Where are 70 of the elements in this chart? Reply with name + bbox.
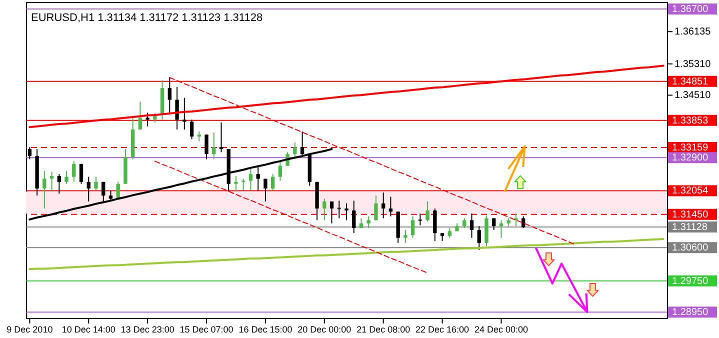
x-tick-label: 20 Dec 00:00 (298, 324, 352, 334)
candlestick (344, 202, 348, 221)
ref-line-label: 1.36700 (672, 4, 709, 16)
candlestick (50, 171, 54, 192)
candlestick (102, 181, 106, 202)
x-tick-label: 13 Dec 23:00 (120, 324, 174, 334)
ref-line-label: 1.32054 (672, 186, 709, 197)
candlestick (86, 176, 90, 202)
candlestick (248, 168, 253, 192)
candlestick (264, 178, 268, 202)
candlestick (366, 216, 370, 229)
candlestick (64, 170, 68, 184)
x-tick-label: 24 Dec 00:00 (474, 324, 528, 334)
candlestick (182, 97, 186, 130)
ref-line-label: 1.32900 (672, 152, 709, 164)
candlestick (79, 163, 84, 184)
x-tick-label: 10 Dec 14:00 (62, 324, 116, 334)
candlestick (256, 166, 260, 192)
ref-line-label: 1.31128 (672, 222, 708, 233)
line-series (28, 238, 664, 270)
candlestick (72, 160, 76, 182)
candlestick (242, 178, 246, 192)
candlestick (278, 161, 282, 182)
candlestick (197, 130, 201, 142)
candlestick (212, 132, 216, 160)
candlestick (470, 213, 474, 238)
ref-line-label: 1.34851 (672, 76, 709, 88)
candlestick (374, 195, 378, 221)
ref-line-label: 1.33853 (672, 115, 709, 126)
candlestick (337, 200, 341, 219)
candlestick (418, 213, 422, 226)
ref-line-label: 1.28950 (672, 307, 709, 318)
candlestick (410, 216, 415, 238)
candlestick (388, 196, 393, 217)
candlestick (94, 176, 98, 192)
candlestick (270, 174, 275, 192)
y-tick-label: 1.34510 (674, 90, 712, 102)
x-tick-label: 15 Dec 07:00 (180, 324, 234, 334)
x-tick-label: 9 Dec 2010 (6, 324, 53, 334)
x-tick-label: 16 Dec 15:00 (238, 324, 292, 334)
candlestick (322, 198, 326, 221)
candlestick (293, 142, 297, 160)
candlestick (138, 101, 142, 130)
candlestick (426, 200, 430, 222)
ref-line-label: 1.31450 (672, 209, 709, 220)
ref-line-label: 1.33159 (672, 142, 709, 154)
candlestick (204, 134, 208, 160)
candlestick (352, 200, 356, 234)
candlestick (448, 228, 452, 238)
candlestick (404, 230, 408, 244)
ref-line-label: 1.30600 (672, 242, 709, 254)
candlestick (462, 218, 466, 229)
candlestick (190, 119, 194, 140)
y-tick-label: 1.36135 (674, 26, 712, 38)
candlestick (175, 86, 179, 130)
candlestick (477, 226, 481, 250)
ref-line-label: 1.29750 (672, 276, 709, 287)
y-tick-label: 1.35310 (674, 58, 712, 70)
candlestick (381, 192, 386, 219)
candlestick (108, 190, 113, 202)
candlestick (433, 208, 437, 242)
text: EURUSD,H1 1.31134 1.31172 1.31123 1.31128 (31, 12, 263, 24)
candlestick (330, 200, 334, 224)
candlestick (234, 176, 238, 192)
x-tick-label: 21 Dec 08:00 (356, 324, 410, 334)
candlestick (42, 170, 46, 209)
candlestick (57, 174, 61, 194)
x-tick-label: 22 Dec 16:00 (416, 324, 470, 334)
candlestick (219, 122, 224, 153)
candlestick (168, 76, 172, 114)
